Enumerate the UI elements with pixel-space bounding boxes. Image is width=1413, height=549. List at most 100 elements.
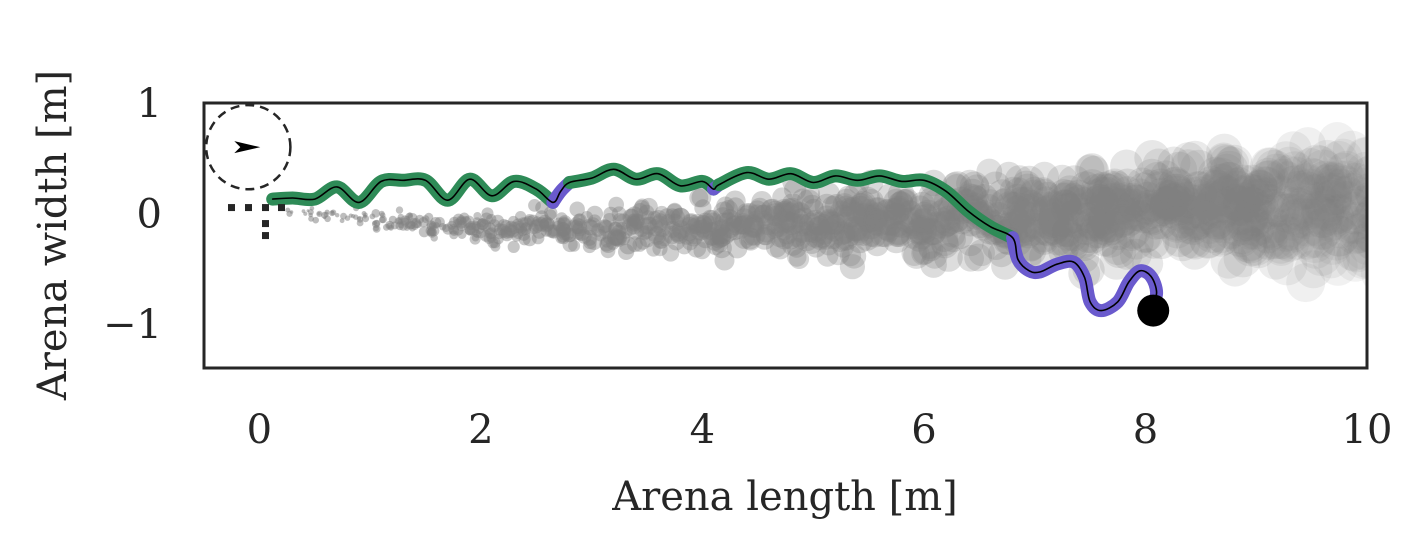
plume-point — [1237, 208, 1275, 247]
plume-point — [721, 209, 739, 226]
plume-point — [1128, 217, 1164, 253]
plume-point — [1018, 208, 1048, 239]
plume-point — [732, 215, 752, 235]
plume-point — [505, 220, 518, 233]
plume-point — [1234, 164, 1271, 201]
plume-point — [653, 234, 668, 249]
plume-point — [1047, 182, 1078, 212]
plume-point — [1296, 230, 1336, 269]
plume-point — [1223, 217, 1261, 255]
plume-point — [599, 236, 617, 253]
plume-point — [1207, 176, 1244, 212]
plume-point — [1194, 166, 1229, 201]
plume-point — [1289, 193, 1327, 231]
plume-point — [1107, 205, 1139, 237]
plume-point — [803, 209, 827, 233]
plume-point — [1209, 175, 1244, 210]
plume-point — [862, 207, 886, 232]
plume-point — [1242, 169, 1278, 206]
plume-point — [1332, 192, 1367, 235]
plume-point — [1161, 151, 1198, 188]
plume-point — [641, 216, 657, 232]
plume-point — [1123, 200, 1155, 232]
plume-point — [530, 218, 545, 233]
plume-point — [773, 202, 793, 223]
plume-point — [577, 229, 592, 244]
plume-point — [504, 223, 517, 237]
plume-point — [753, 204, 776, 227]
plume-point — [1350, 163, 1367, 202]
plume-point — [846, 217, 873, 243]
plume-point — [1290, 171, 1328, 210]
plume-point — [785, 224, 808, 248]
plume-point — [1355, 176, 1367, 215]
plume-point — [773, 219, 795, 241]
plume-point — [702, 212, 723, 233]
plume-point — [632, 237, 647, 252]
plume-point — [639, 231, 656, 248]
plume-point — [1019, 179, 1048, 208]
x-axis-ticks: 0 2 4 6 8 10 — [247, 407, 1393, 453]
plume-point — [1260, 191, 1297, 227]
plume-point — [330, 209, 337, 216]
plume-point — [535, 210, 549, 224]
plume-point — [1212, 213, 1249, 250]
plume-point — [934, 210, 961, 237]
plume-point — [1297, 218, 1338, 258]
plume-point — [1108, 192, 1141, 226]
plume-point — [839, 217, 862, 240]
plume-point — [543, 206, 558, 220]
plume-point — [572, 222, 584, 235]
plume-point — [606, 236, 620, 250]
plume-point — [1145, 207, 1178, 240]
plume-point — [877, 183, 903, 209]
plume-point — [1312, 241, 1350, 279]
plume-point — [702, 210, 722, 229]
plume-point — [670, 225, 689, 244]
plume-point — [1030, 227, 1059, 255]
plume-point — [886, 222, 910, 246]
plume-point — [1228, 208, 1266, 246]
plume-point — [1059, 227, 1090, 258]
plume-point — [537, 214, 552, 229]
plume-point — [586, 205, 604, 223]
plume-point — [634, 222, 649, 238]
plume-point — [1178, 225, 1212, 260]
plume-point — [1134, 169, 1167, 202]
plume-point — [1001, 191, 1030, 220]
plume-point — [1020, 176, 1050, 207]
plume-point — [470, 220, 481, 231]
plume-point — [1279, 193, 1316, 230]
plume-point — [1203, 188, 1239, 224]
plume-point — [1042, 224, 1074, 256]
plume-point — [1314, 172, 1357, 215]
plume-point — [833, 229, 856, 251]
plume-point — [869, 221, 896, 247]
plume-point — [1252, 147, 1288, 184]
plume-point — [1111, 198, 1143, 230]
plume-point — [1101, 233, 1137, 268]
plume-point — [1181, 176, 1217, 212]
plume-point — [508, 221, 521, 234]
plume-point — [689, 220, 711, 241]
plume-point — [765, 221, 784, 240]
plume-point — [1223, 185, 1262, 224]
plume-point — [1053, 179, 1085, 212]
plume-point — [428, 222, 436, 229]
plume-point — [1184, 183, 1220, 219]
plume-point — [682, 213, 700, 231]
plume-point — [662, 244, 680, 262]
plume-point — [1101, 233, 1134, 266]
plume-point — [626, 218, 643, 235]
plume-point — [1193, 190, 1228, 226]
plume-point — [1190, 183, 1228, 221]
plume-point — [939, 209, 965, 235]
plume-point — [1307, 164, 1347, 204]
plume-point — [452, 213, 465, 225]
plume-point — [852, 202, 879, 228]
plume-point — [733, 227, 755, 249]
plume-point — [842, 196, 864, 219]
plume-point — [1341, 185, 1367, 229]
plume-point — [1090, 210, 1120, 240]
plume-point — [581, 230, 598, 246]
